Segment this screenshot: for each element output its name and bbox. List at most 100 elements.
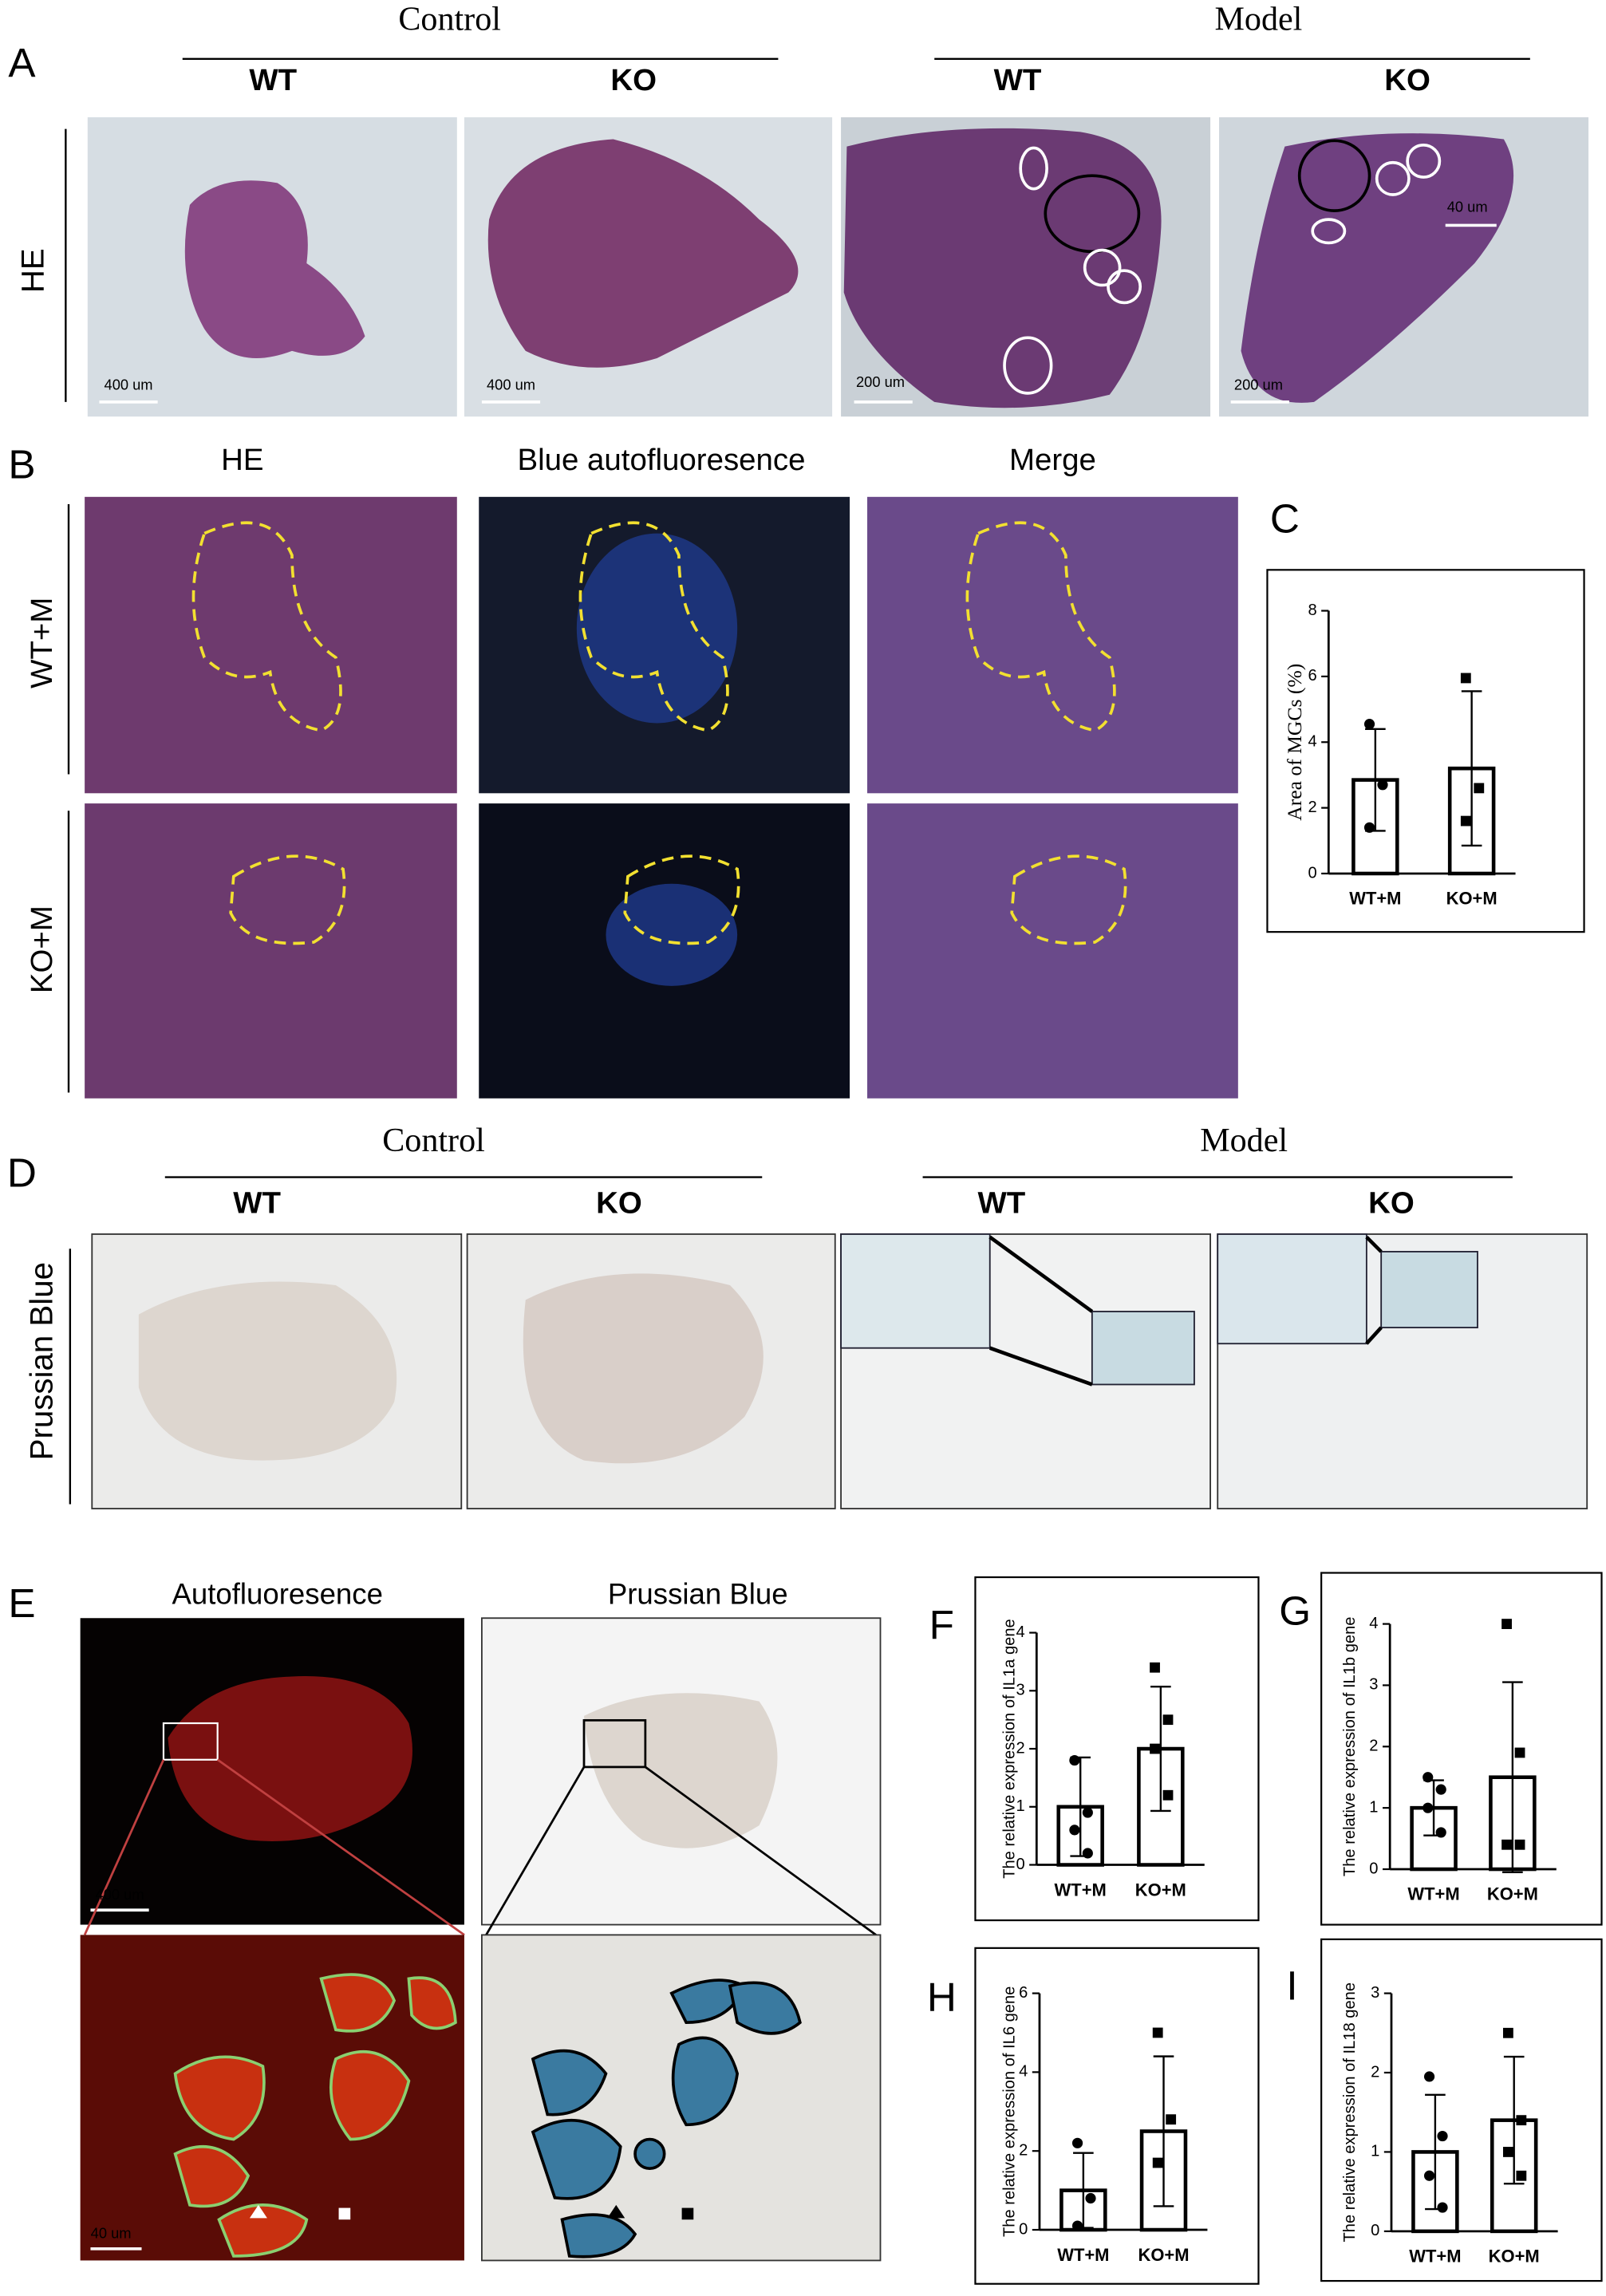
outline (1375, 160, 1411, 196)
connector (988, 1235, 1094, 1313)
connector (216, 1758, 465, 1936)
micrograph (85, 496, 457, 794)
outline (1003, 336, 1053, 395)
scale-label: 40 um (91, 2224, 132, 2241)
marker (338, 2207, 351, 2220)
group-label: Control (398, 1, 501, 38)
panel-label: E (8, 1580, 35, 1626)
x-tick-label: KO+M (1135, 1880, 1186, 1900)
data-point (1437, 2202, 1448, 2213)
x-tick-label: WT+M (1349, 889, 1401, 909)
error-bar (1461, 690, 1482, 847)
data-point (1166, 2114, 1177, 2125)
data-point (1423, 1772, 1434, 1783)
panel-label: H (927, 1974, 957, 2020)
data-point (1474, 783, 1485, 794)
y-tick-label: 0 (1016, 1856, 1024, 1873)
scale-label: 200 um (856, 373, 905, 390)
data-point (1152, 2157, 1163, 2168)
y-tick-label: 6 (1019, 1984, 1028, 2002)
group-label: Control (382, 1122, 485, 1159)
y-tick-label: 8 (1308, 602, 1316, 619)
connector (1365, 1326, 1383, 1345)
y-tick-label: 2 (1371, 2063, 1379, 2081)
outline (1083, 248, 1122, 287)
genotype-label: KO (596, 1186, 642, 1221)
panel-label: C (1270, 495, 1300, 541)
column-label: HE (221, 443, 263, 477)
y-tick-label: 1 (1016, 1797, 1024, 1815)
panel-label: I (1286, 1963, 1297, 2009)
fluorescence (606, 883, 738, 986)
y-tick-label: 3 (1016, 1682, 1024, 1699)
y-tick-label: 4 (1369, 1615, 1378, 1632)
data-point (1460, 673, 1471, 684)
error-bar (1502, 1681, 1523, 1874)
data-point (1437, 2130, 1448, 2142)
panel-label: F (929, 1603, 954, 1648)
inset-box (162, 1722, 219, 1761)
y-tick-label: 1 (1371, 2143, 1379, 2160)
panel-label: A (8, 41, 36, 86)
dashed-outlines (191, 521, 1127, 945)
genotype-label: KO (1384, 63, 1430, 97)
column-label: Prussian Blue (608, 1577, 788, 1610)
data-point (1162, 1714, 1174, 1726)
y-tick-label: 2 (1308, 799, 1316, 816)
y-tick-label: 4 (1016, 1623, 1024, 1641)
data-point (1516, 2115, 1527, 2126)
data-point (1152, 2027, 1163, 2038)
inset-box (1380, 1251, 1478, 1329)
y-tick-label: 4 (1308, 733, 1316, 751)
inset (840, 1233, 991, 1349)
column-label: Blue autofluoresence (517, 443, 805, 477)
x-tick-label: KO+M (1489, 2247, 1540, 2266)
connector (485, 1766, 586, 1936)
tissue (168, 1676, 412, 1841)
y-tick-label: 0 (1308, 864, 1316, 882)
data-point (1460, 815, 1471, 826)
error-bar (1503, 2055, 1525, 2185)
fluorescence (576, 533, 738, 724)
data-point (1069, 1755, 1080, 1766)
outline (1019, 146, 1048, 191)
micrograph (867, 496, 1238, 794)
row-label: HE (15, 248, 51, 293)
x-tick-label: WT+M (1057, 2245, 1109, 2265)
x-tick-label: WT+M (1407, 1884, 1459, 1904)
inset-box (1091, 1311, 1195, 1386)
data-point (1071, 2137, 1083, 2148)
scale-label: 400 um (487, 377, 535, 393)
tissue (487, 139, 799, 368)
column-label: Autofluoresence (172, 1577, 382, 1610)
genotype-label: KO (610, 63, 657, 97)
error-bar (1153, 2055, 1174, 2207)
chart-frame (974, 1947, 1260, 2285)
connector (645, 1765, 877, 1936)
y-tick-label: 4 (1019, 2063, 1028, 2081)
connector (988, 1346, 1093, 1387)
tissue (138, 1281, 397, 1461)
genotype-label: WT (233, 1186, 281, 1221)
genotype-label: WT (994, 63, 1042, 97)
x-tick-label: WT+M (1409, 2247, 1461, 2266)
outline (1406, 143, 1442, 179)
inset-box (582, 1718, 647, 1769)
scale-label: 400 um (96, 1886, 144, 1903)
data-point (1423, 2071, 1435, 2082)
chart-frame (1266, 569, 1585, 933)
panel-label: B (8, 442, 35, 487)
genotype-label: WT (249, 63, 297, 97)
tissue (184, 180, 365, 358)
panel-label: G (1279, 1588, 1311, 1633)
data-point (1150, 1743, 1160, 1754)
marker (681, 2207, 694, 2220)
data-point (1082, 1807, 1093, 1818)
data-point (1150, 1662, 1160, 1673)
y-tick-label: 0 (1371, 2222, 1379, 2239)
y-tick-label: 1 (1369, 1798, 1378, 1816)
error-bar (1150, 1686, 1171, 1813)
y-axis-label: The relative expression of IL1b gene (1341, 1617, 1359, 1877)
row-label: WT+M (25, 598, 59, 688)
